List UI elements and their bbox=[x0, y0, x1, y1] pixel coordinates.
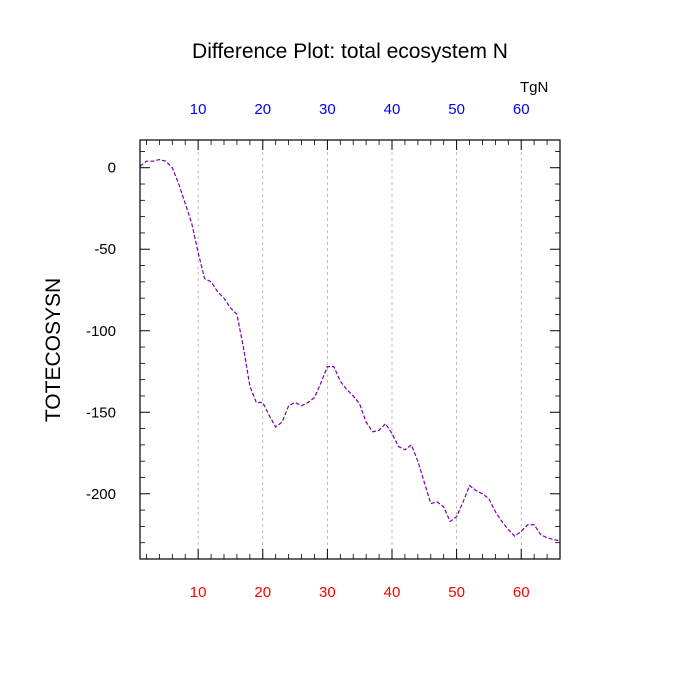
y-tick-label--200: -200 bbox=[86, 486, 116, 503]
x-tick-label-bottom-10: 10 bbox=[190, 584, 207, 601]
y-tick-label-0: 0 bbox=[108, 160, 116, 177]
plot-frame bbox=[139, 139, 561, 560]
x-tick-label-bottom-60: 60 bbox=[513, 584, 530, 601]
y-axis-label: TOTECOSYSN bbox=[42, 277, 65, 423]
x-tick-label-top-50: 50 bbox=[448, 101, 465, 118]
units-label: TgN bbox=[520, 79, 549, 96]
chart-title: Difference Plot: total ecosystem N bbox=[192, 40, 508, 63]
x-tick-label-bottom-50: 50 bbox=[448, 584, 465, 601]
x-tick-label-top-20: 20 bbox=[254, 101, 271, 118]
y-tick-label--100: -100 bbox=[86, 323, 116, 340]
x-tick-label-bottom-30: 30 bbox=[319, 584, 336, 601]
grid-lines bbox=[197, 140, 522, 559]
x-tick-labels-bottom: 10 20 30 40 50 60 bbox=[190, 584, 530, 601]
x-tick-labels-top: 10 20 30 40 50 60 bbox=[190, 101, 530, 118]
x-tick-label-bottom-40: 40 bbox=[384, 584, 401, 601]
x-tick-label-top-10: 10 bbox=[190, 101, 207, 118]
y-tick-label--150: -150 bbox=[86, 404, 116, 421]
y-tick-labels: 0 -50 -100 -150 -200 bbox=[86, 160, 116, 503]
minor-ticks bbox=[140, 140, 561, 560]
x-tick-label-top-60: 60 bbox=[513, 101, 530, 118]
x-tick-label-bottom-20: 20 bbox=[254, 584, 271, 601]
x-tick-label-top-40: 40 bbox=[384, 101, 401, 118]
major-ticks bbox=[140, 140, 560, 559]
y-tick-label--50: -50 bbox=[94, 241, 116, 258]
x-tick-label-top-30: 30 bbox=[319, 101, 336, 118]
series-line bbox=[139, 158, 561, 542]
